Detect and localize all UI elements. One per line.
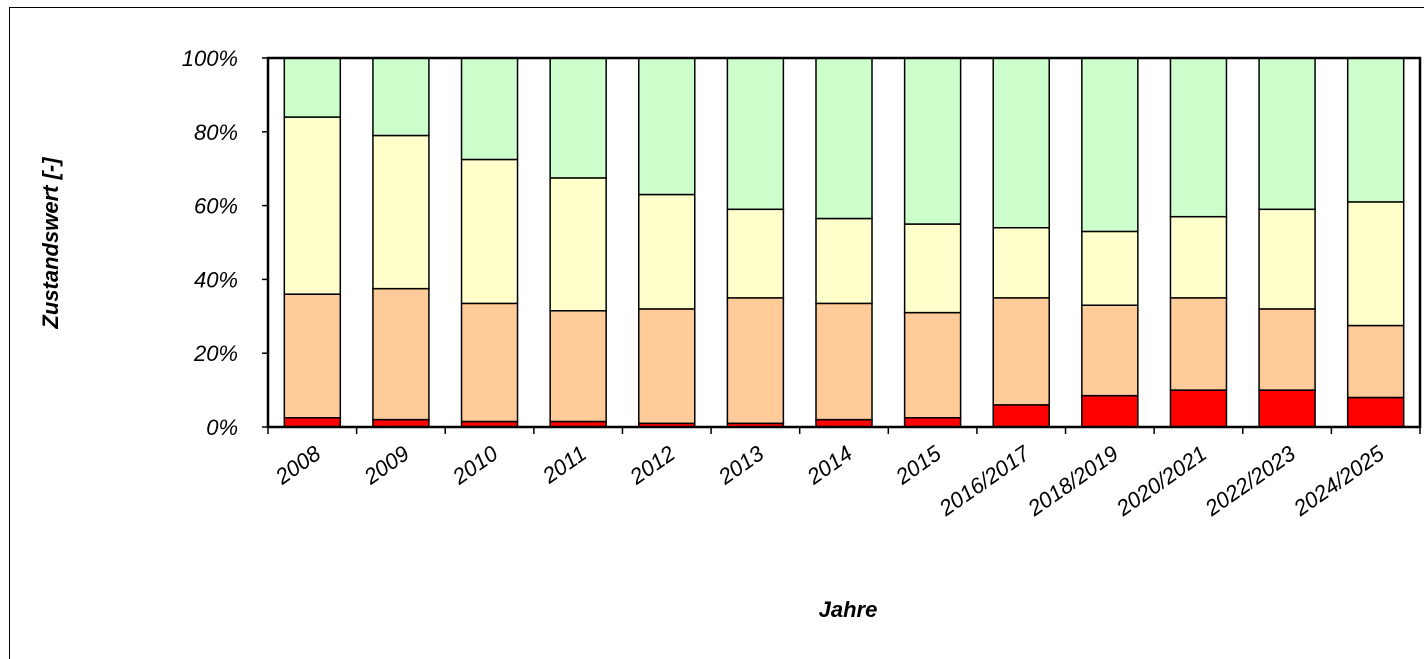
bar-segment [1346,396,1405,428]
bar-segment [638,193,696,310]
bar-segment [815,302,873,421]
y-tick-label: 20% [193,341,238,366]
bar-segment [549,177,607,312]
bar-segment [1258,208,1316,310]
bar-segment [372,287,430,421]
bar-segment [1258,57,1316,211]
bar-segment [1169,389,1228,428]
y-tick-label: 60% [194,194,238,219]
bar-segment [283,116,342,295]
bar-segment [372,57,430,137]
bar-segment [726,57,785,211]
plot-border [266,56,1422,429]
bar-segment [460,302,519,423]
bar-segment [460,158,519,305]
bar-segment [283,417,342,428]
bar-segment [903,417,962,428]
y-tick-label: 40% [194,267,238,292]
bar-segment [549,310,607,423]
bar-segment [992,297,1050,406]
x-axis-title: Jahre [819,597,878,622]
bar-segment [1081,57,1139,233]
bar-segment [815,57,873,220]
bar-segment [1169,297,1228,391]
bar-segment [638,57,696,196]
y-axis-title: Zustandswert [-] [38,157,63,330]
bar-segment [1169,215,1228,299]
bar-segment [1346,324,1405,399]
bar-segment [372,134,430,290]
bar-segment [1258,308,1316,391]
bar-segment [549,57,607,179]
bar-segment [903,311,962,419]
y-tick-label: 0% [206,415,238,440]
bar-segment [992,226,1050,299]
bar-segment [815,217,873,305]
bar-segment [1346,201,1405,327]
bar-segment [992,57,1050,229]
bar-segment [283,293,342,419]
bar-segment [460,57,519,161]
bar-segment [726,297,785,425]
bar-segment [903,223,962,314]
y-tick-label: 80% [194,120,238,145]
bar-segment [726,208,785,299]
bar-segment [1258,389,1316,428]
bar-segment [638,308,696,425]
bar-segment [1081,230,1139,306]
bar-segment [1169,57,1228,218]
bar-segment [283,57,342,118]
bar-segment [1346,57,1405,203]
bar-segment [903,57,962,225]
bar-segment [992,404,1050,428]
bar-segment [1081,394,1139,428]
bar-segment [1081,304,1139,397]
y-tick-label: 100% [182,46,238,71]
